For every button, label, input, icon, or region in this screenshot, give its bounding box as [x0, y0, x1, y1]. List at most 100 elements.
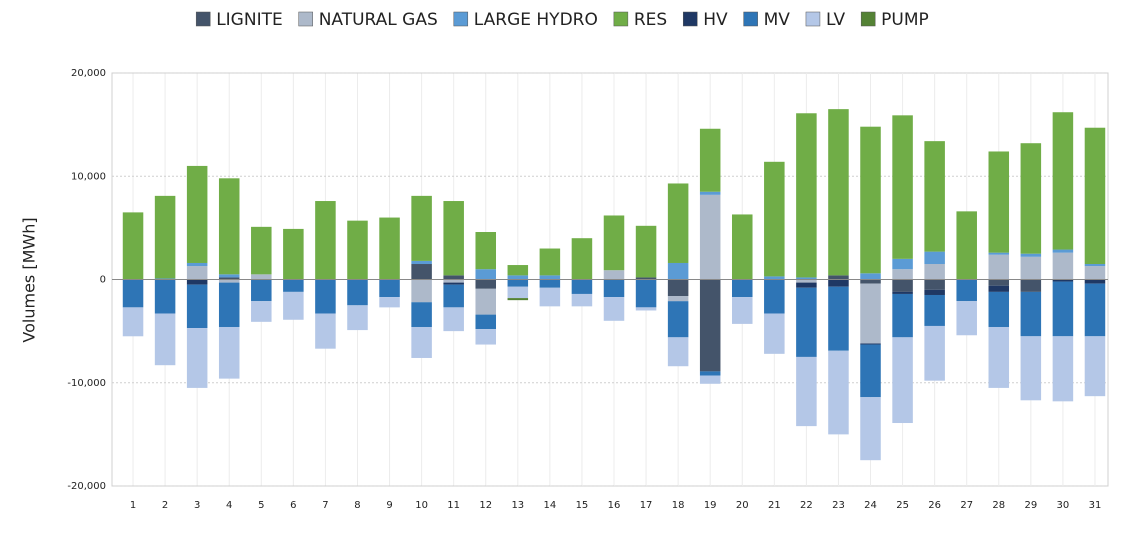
bar-segment: [443, 201, 464, 276]
bar-segment: [251, 274, 272, 280]
bar-segment: [283, 228, 304, 280]
bar-segment: [475, 269, 497, 280]
bar-segment: [924, 141, 945, 252]
legend-label: MV: [764, 10, 791, 30]
bar-segment: [828, 275, 849, 280]
y-tick-label: 0: [100, 275, 106, 286]
bar-segment: [251, 279, 272, 302]
x-tick-label: 14: [544, 500, 557, 511]
bar-segment: [154, 279, 176, 314]
bar-segment: [956, 301, 977, 336]
bar-segment: [1020, 143, 1042, 254]
bar-segment: [539, 248, 561, 276]
x-tick-label: 3: [194, 500, 200, 511]
bar-segment: [892, 291, 913, 294]
bar-segment: [154, 313, 176, 366]
bar-segment: [1020, 253, 1042, 257]
legend-swatch: [195, 11, 211, 27]
x-tick-label: 6: [290, 500, 296, 511]
bar-segment: [379, 297, 400, 308]
x-tick-label: 4: [226, 500, 232, 511]
bar-segment: [315, 201, 336, 280]
bar-segment: [699, 375, 721, 384]
bar-segment: [315, 279, 336, 314]
bar-segment: [1020, 336, 1042, 401]
bar-segment: [892, 337, 913, 424]
bar-segment: [828, 279, 849, 287]
bar-segment: [1052, 336, 1074, 402]
bar-segment: [603, 279, 625, 298]
legend-swatch: [682, 11, 698, 27]
bar-segment: [1052, 252, 1074, 280]
bar-segment: [892, 115, 913, 259]
bar-segment: [796, 279, 817, 283]
bar-segment: [924, 279, 945, 290]
bar-segment: [1020, 279, 1042, 292]
x-tick-label: 15: [576, 500, 589, 511]
bar-segment: [571, 293, 593, 307]
x-tick-label: 23: [832, 500, 845, 511]
x-tick-label: 10: [415, 500, 428, 511]
bar-segment: [218, 277, 240, 280]
bar-segment: [699, 194, 721, 280]
bar-segment: [667, 279, 689, 297]
bar-segment: [699, 191, 721, 195]
legend-label: LARGE HYDRO: [474, 10, 598, 30]
bar-segment: [251, 226, 272, 275]
bar-segment: [1020, 291, 1042, 337]
bar-segment: [924, 294, 945, 326]
x-tick-label: 13: [511, 500, 524, 511]
bar-segment: [475, 279, 497, 289]
bar-segment: [379, 217, 400, 280]
legend-label: NATURAL GAS: [319, 10, 438, 30]
bar-segment: [764, 313, 785, 354]
bar-segment: [860, 126, 881, 274]
bar-segment: [379, 279, 400, 298]
bar-segment: [988, 285, 1010, 292]
bar-segment: [571, 279, 593, 294]
bar-segment: [699, 128, 721, 192]
bar-segment: [1052, 249, 1074, 253]
legend-label: LIGNITE: [216, 10, 283, 30]
bar-segment: [411, 326, 432, 358]
bar-segment: [667, 337, 689, 367]
x-tick-label: 29: [1024, 500, 1037, 511]
bar-segment: [122, 307, 144, 337]
bar-segment: [186, 266, 208, 280]
legend-label: LV: [826, 10, 846, 30]
y-tick-label: 20,000: [71, 68, 106, 79]
bar-segment: [1084, 127, 1106, 265]
bar-segment: [956, 211, 977, 280]
x-tick-label: 5: [258, 500, 264, 511]
bar-segment: [1020, 256, 1042, 280]
legend-swatch: [613, 11, 629, 27]
bar-segment: [796, 282, 817, 288]
bar-segment: [764, 161, 785, 277]
bar-segment: [186, 279, 208, 285]
x-tick-label: 28: [992, 500, 1005, 511]
bar-segment: [892, 269, 913, 280]
bar-segment: [507, 298, 529, 301]
bar-segment: [731, 297, 753, 324]
bar-segment: [1084, 264, 1106, 267]
bar-segment: [347, 279, 368, 306]
legend-swatch: [298, 11, 313, 27]
bar-segment: [667, 296, 689, 302]
bar-segment: [988, 252, 1010, 255]
bar-segment: [186, 284, 208, 329]
x-tick-label: 19: [704, 500, 717, 511]
bar-segment: [731, 279, 753, 298]
bar-segment: [924, 251, 945, 265]
bar-segment: [539, 275, 561, 280]
bar-segment: [796, 356, 817, 427]
y-tick-label: 10,000: [71, 171, 106, 182]
bar-segment: [635, 279, 657, 308]
x-tick-label: 22: [800, 500, 813, 511]
bar-segment: [828, 109, 849, 276]
bar-segment: [186, 328, 208, 388]
x-tick-label: 27: [960, 500, 973, 511]
bar-segment: [507, 286, 529, 299]
bar-segment: [1084, 336, 1106, 397]
